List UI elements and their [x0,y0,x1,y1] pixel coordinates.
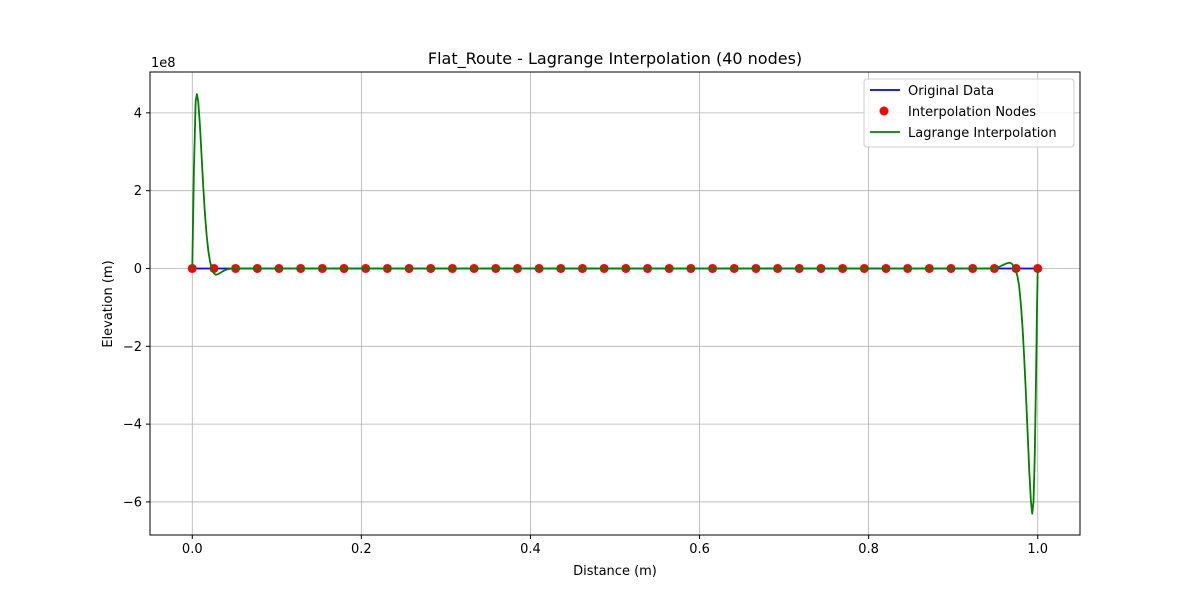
x-tick-label: 0.8 [858,542,879,557]
plot-frame [149,71,1081,536]
chart-title: Flat_Route - Lagrange Interpolation (40 … [428,49,802,69]
y-offset-label: 1e8 [151,56,176,71]
y-tick-label: −6 [123,495,142,510]
plot-series [187,93,1043,515]
x-tick-label: 0.0 [182,542,203,557]
y-tick-label: 0 [134,262,142,277]
y-tick-label: 2 [134,184,142,199]
x-tick-label: 0.6 [689,542,710,557]
legend: Original Data Interpolation Nodes Lagran… [863,78,1075,148]
legend-box [863,78,1075,148]
legend-label-lagrange-interpolation: Lagrange Interpolation [908,126,1057,141]
series-line-lagrange-interpolation [191,93,1039,515]
legend-swatch-interpolation-nodes [879,106,889,116]
axis-ticks: 0.0 0.2 0.4 0.6 0.8 1.0 −6 −4 −2 0 2 4 [123,106,1048,557]
series-lagrange-interpolation [191,93,1039,515]
legend-label-interpolation-nodes: Interpolation Nodes [908,105,1036,120]
x-tick-label: 1.0 [1027,542,1048,557]
y-tick-label: −2 [123,340,142,355]
x-axis-label: Distance (m) [573,564,657,579]
x-tick-label: 0.2 [351,542,372,557]
legend-label-original-data: Original Data [908,84,994,99]
y-axis-label: Elevation (m) [101,260,116,347]
y-tick-label: −4 [123,418,142,433]
x-tick-label: 0.4 [520,542,541,557]
y-tick-label: 4 [134,106,142,121]
series-interpolation-nodes [187,263,1043,273]
